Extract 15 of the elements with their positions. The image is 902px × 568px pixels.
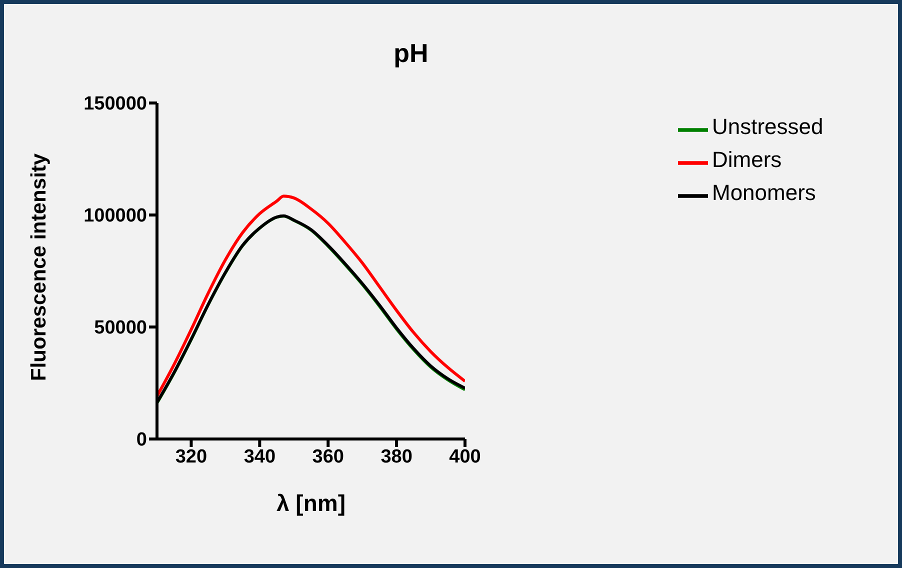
legend-label: Unstressed xyxy=(712,114,824,139)
y-tick-label: 100000 xyxy=(84,206,147,227)
x-tick-label: 320 xyxy=(175,446,208,468)
y-tick-label: 150000 xyxy=(84,94,147,115)
x-tick-label: 340 xyxy=(244,446,276,468)
y-tick-label: 50000 xyxy=(94,318,147,339)
x-tick-label: 360 xyxy=(312,446,344,468)
x-tick-label: 380 xyxy=(380,446,412,468)
x-tick-label: 400 xyxy=(449,446,481,468)
x-axis-title: λ [nm] xyxy=(276,490,346,516)
y-axis-title: Fluorescence intensity xyxy=(27,153,50,381)
y-tick-label: 0 xyxy=(136,430,147,451)
chart-title: pH xyxy=(392,38,430,69)
legend-label: Dimers xyxy=(712,147,782,172)
legend-label: Monomers xyxy=(712,180,816,205)
